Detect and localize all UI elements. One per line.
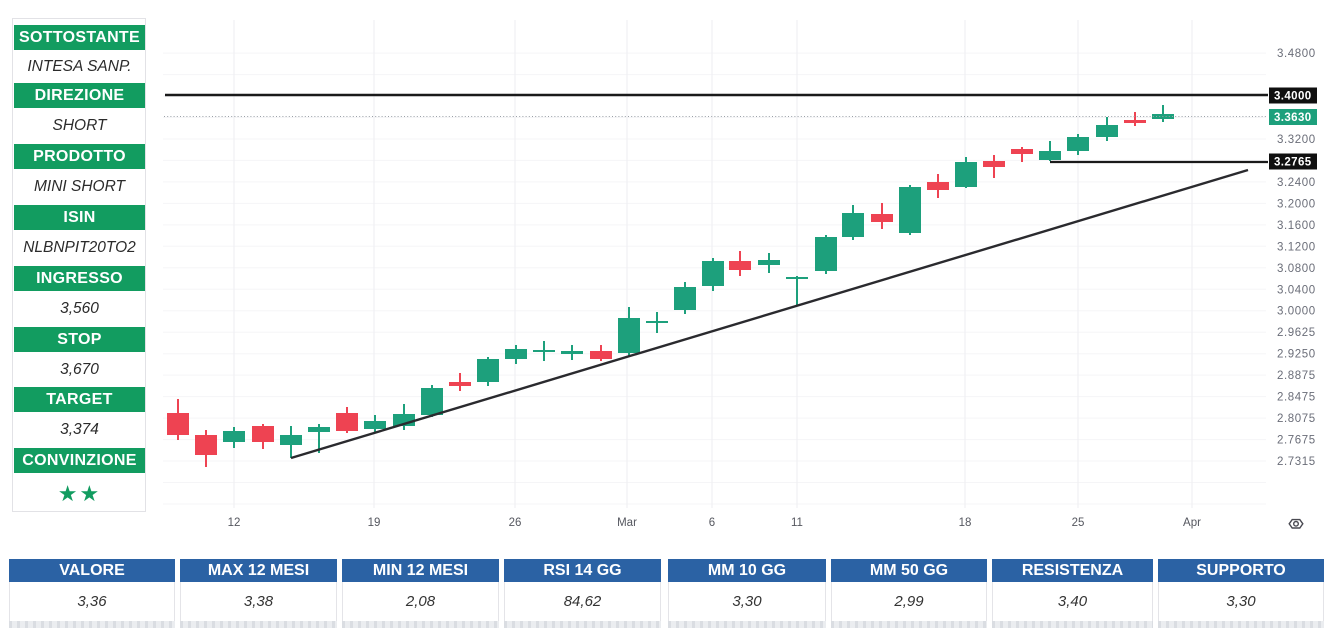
svg-text:2.9625: 2.9625 — [1277, 327, 1316, 339]
svg-text:Mar: Mar — [617, 517, 637, 529]
svg-text:3.2400: 3.2400 — [1277, 177, 1316, 189]
svg-text:25: 25 — [1072, 517, 1085, 529]
svg-text:2.8475: 2.8475 — [1277, 392, 1316, 404]
svg-text:3.4000: 3.4000 — [1274, 91, 1312, 103]
svg-text:2.8075: 2.8075 — [1277, 413, 1316, 425]
svg-text:3.0000: 3.0000 — [1277, 306, 1316, 318]
svg-text:2.8875: 2.8875 — [1277, 370, 1316, 382]
svg-text:3.1600: 3.1600 — [1277, 220, 1316, 232]
svg-text:2.7315: 2.7315 — [1277, 456, 1316, 468]
svg-text:3.3630: 3.3630 — [1274, 112, 1312, 124]
svg-text:3.4800: 3.4800 — [1277, 48, 1316, 60]
svg-text:3.0400: 3.0400 — [1277, 284, 1316, 296]
svg-text:11: 11 — [791, 517, 803, 529]
svg-text:3.1200: 3.1200 — [1277, 241, 1316, 253]
svg-text:18: 18 — [959, 517, 972, 529]
svg-text:3.0800: 3.0800 — [1277, 263, 1316, 275]
svg-text:26: 26 — [509, 517, 522, 529]
svg-text:6: 6 — [709, 517, 715, 529]
svg-text:2.7675: 2.7675 — [1277, 435, 1316, 447]
svg-text:12: 12 — [228, 517, 241, 529]
svg-text:3.2000: 3.2000 — [1277, 198, 1316, 210]
svg-text:3.2765: 3.2765 — [1274, 157, 1312, 169]
svg-text:Apr: Apr — [1183, 517, 1201, 529]
svg-text:2.9250: 2.9250 — [1277, 349, 1316, 361]
svg-text:3.3200: 3.3200 — [1277, 134, 1316, 146]
svg-text:19: 19 — [368, 517, 381, 529]
